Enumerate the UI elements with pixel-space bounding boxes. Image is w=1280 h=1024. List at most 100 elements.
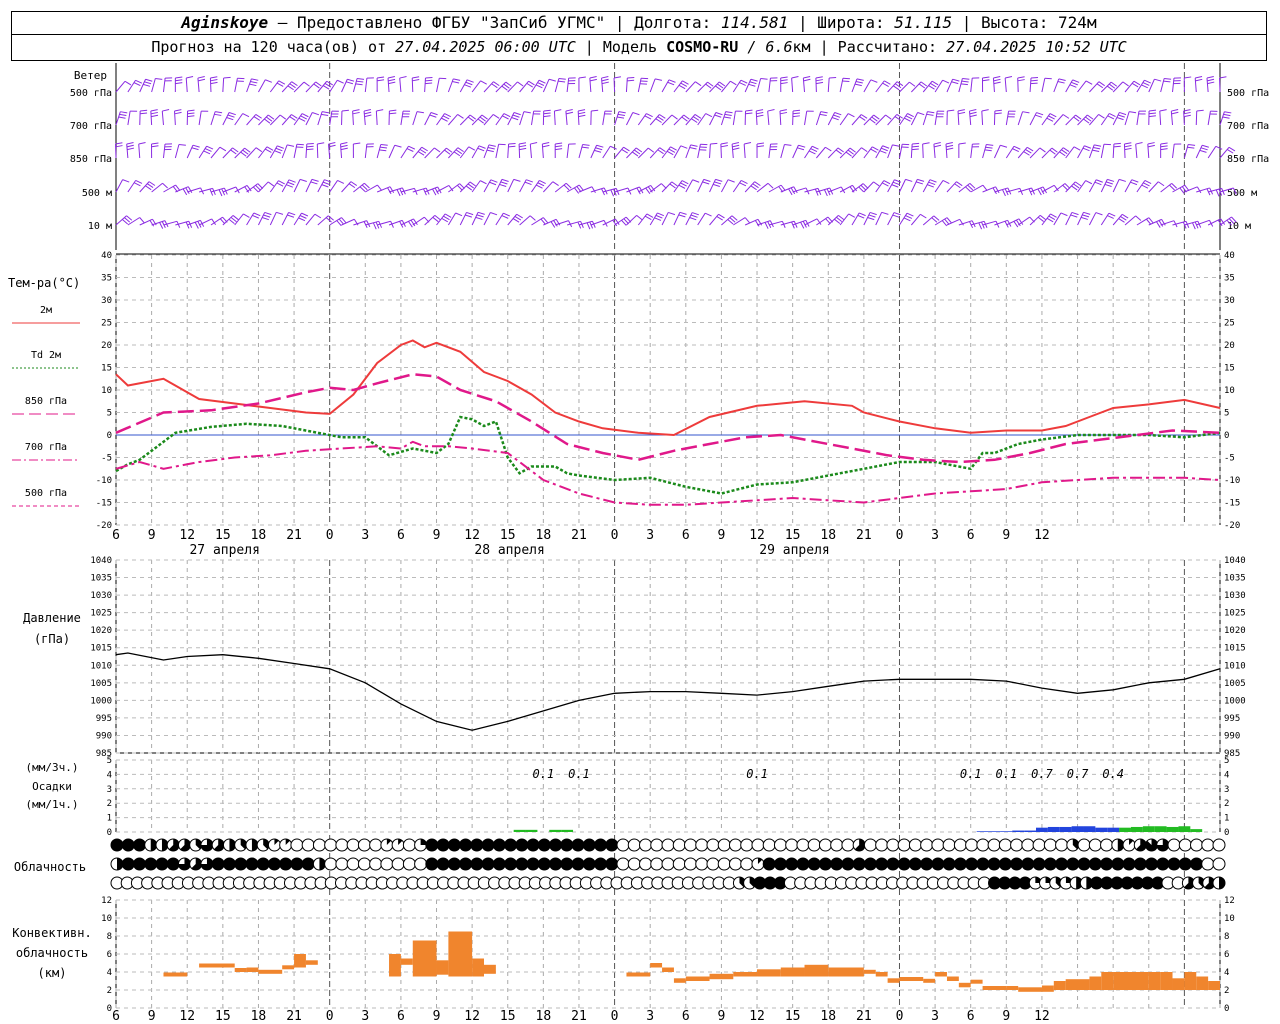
cloud-cover-fill (1090, 877, 1103, 889)
longitude-value: 114.581 (720, 13, 789, 32)
wind-barb-shaft (281, 144, 288, 159)
wind-barb-shaft (709, 143, 711, 159)
wind-barb-feather (469, 114, 477, 120)
wind-barb-shaft (697, 81, 708, 93)
time-label-bottom: 3 (646, 1009, 654, 1024)
wind-barb-feather (444, 113, 452, 118)
cloud-cover-symbol (369, 838, 383, 852)
y-tick-label-right: 985 (1224, 749, 1240, 759)
conv-cloud-bar (626, 972, 651, 977)
wind-barb-shaft (970, 78, 973, 93)
conv-cloud-bar (946, 976, 959, 981)
cloud-cover-fill (168, 839, 180, 852)
wind-barb-feather (644, 215, 652, 221)
wind-barb-feather (994, 109, 1002, 112)
time-label-mid: 15 (500, 528, 516, 543)
cloud-cover-symbol (953, 838, 967, 852)
conv-cloud-bar (1018, 987, 1042, 992)
wind-barb-feather (934, 144, 942, 148)
header-line-2: Прогноз на 120 часа(ов) от 27.04.2025 06… (11, 35, 1267, 61)
wind-barb-feather (288, 212, 296, 216)
wind-barb-feather (727, 219, 734, 225)
wind-barb-feather (346, 81, 354, 85)
wind-barb-shaft (970, 184, 984, 193)
wind-barb-feather (982, 79, 990, 82)
forecast-prefix: Прогноз на 120 часа(ов) от (151, 38, 396, 56)
wind-barb-feather (267, 181, 275, 187)
wind-barb-feather (417, 151, 425, 156)
conv-cloud-bar (804, 964, 829, 977)
wind-barb-feather (552, 181, 559, 187)
y-tick-label-left: 1035 (90, 574, 112, 584)
wind-barb-shaft (1065, 181, 1076, 193)
cloud-cover-fill (1123, 858, 1136, 870)
wind-barb-feather (490, 212, 498, 216)
wind-barb-shaft (613, 77, 616, 93)
wind-barb-feather (425, 76, 433, 79)
y-tick-label-right: -15 (1224, 499, 1240, 509)
wind-barb-feather (264, 211, 272, 216)
wind-barb-feather (1144, 180, 1152, 185)
wind-barb-feather (860, 114, 868, 119)
wind-barb-feather (457, 184, 463, 191)
conv-cloud-bar (294, 954, 306, 968)
wind-barb-shaft (329, 180, 338, 193)
precip-amount-label: 0.1 (533, 767, 555, 781)
conv-cloud-bar (282, 965, 295, 970)
wind-barb-shaft (626, 215, 637, 226)
wind-barb-shaft (174, 110, 176, 126)
y-tick-label-left: 15 (101, 364, 112, 374)
wind-barb-shaft (1206, 78, 1209, 93)
wind-barb-shaft (553, 110, 556, 126)
cloud-cover-fill (538, 858, 551, 870)
y-tick-label-right: 5 (1224, 756, 1229, 766)
wind-barb-shaft (222, 112, 230, 126)
wind-barb-feather (540, 218, 546, 225)
precip-bar (1130, 826, 1143, 832)
wind-barb-feather (214, 113, 222, 116)
latitude-value: 51.115 (894, 13, 953, 32)
cloud-cover-fill (229, 839, 236, 851)
y-tick-label-left: -15 (96, 499, 112, 509)
wind-barb-shaft (887, 179, 895, 193)
y-tick-label-right: 30 (1224, 296, 1235, 306)
cloud-cover-fill (572, 858, 585, 870)
cloud-cover-symbol (639, 857, 653, 871)
cloud-cover-fill (1100, 877, 1113, 889)
wind-barb-shaft (1053, 212, 1062, 226)
cloud-cover-fill (279, 858, 292, 870)
wind-barb-feather (1075, 181, 1082, 187)
wind-barb-shaft (768, 220, 783, 226)
wind-barb-feather (965, 186, 971, 193)
cloud-cover-symbol (324, 857, 338, 871)
wind-barb-feather (680, 182, 687, 187)
wind-barb-shaft (1065, 146, 1075, 159)
wind-barb-feather (904, 117, 911, 122)
wind-barb-feather (1160, 148, 1168, 151)
cloud-cover-fill (493, 839, 506, 851)
wind-barb-shaft (720, 179, 729, 193)
wind-level-label: 500 м (1227, 188, 1257, 199)
wind-barb-shaft (258, 146, 268, 159)
wind-barb-shaft (471, 145, 480, 159)
wind-barb-feather (341, 109, 349, 112)
wind-barb-feather (1144, 79, 1151, 84)
wind-barb-shaft (554, 78, 560, 93)
wind-barb-shaft (839, 78, 844, 93)
wind-barb-feather (819, 113, 827, 117)
wind-barb-feather (1013, 221, 1019, 228)
wind-barb-shaft (1005, 146, 1015, 159)
wind-barb-feather (646, 113, 653, 118)
wind-barb-feather (364, 114, 372, 118)
wind-barb-feather (218, 189, 223, 197)
wind-barb-feather (538, 79, 546, 84)
cloud-cover-fill (572, 839, 585, 851)
wind-barb-shaft (934, 79, 944, 93)
wind-barb-feather (613, 76, 622, 79)
cloud-cover-fill (538, 839, 551, 851)
wind-barb-feather (488, 144, 496, 147)
wind-barb-feather (455, 149, 463, 155)
cloud-cover-fill (808, 858, 821, 870)
wind-barb-feather (829, 76, 837, 79)
wind-barb-feather (1107, 115, 1115, 120)
